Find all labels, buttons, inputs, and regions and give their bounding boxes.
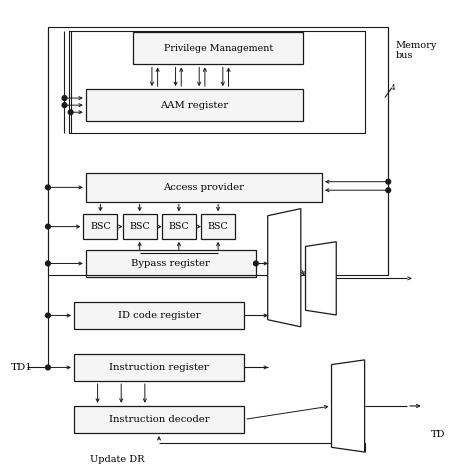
Circle shape	[62, 103, 67, 108]
Text: TD: TD	[431, 430, 445, 439]
Circle shape	[386, 188, 391, 192]
Text: Instruction decoder: Instruction decoder	[109, 415, 210, 424]
Text: ID code register: ID code register	[118, 311, 201, 320]
Circle shape	[46, 185, 50, 190]
Text: Privilege Management: Privilege Management	[164, 44, 273, 53]
Polygon shape	[268, 209, 301, 327]
Text: BSC: BSC	[129, 222, 150, 231]
Polygon shape	[306, 242, 336, 315]
Text: Instruction register: Instruction register	[109, 363, 209, 372]
Circle shape	[46, 313, 50, 318]
Circle shape	[46, 224, 50, 229]
Bar	[74, 302, 244, 329]
Text: Memory
bus: Memory bus	[395, 41, 437, 60]
Bar	[74, 354, 244, 381]
Bar	[83, 214, 118, 239]
Circle shape	[386, 179, 391, 184]
Bar	[123, 214, 156, 239]
Circle shape	[68, 110, 73, 115]
Circle shape	[62, 96, 67, 100]
Text: Update DR: Update DR	[91, 455, 145, 464]
Text: BSC: BSC	[208, 222, 228, 231]
Text: BSC: BSC	[90, 222, 111, 231]
Text: 4: 4	[391, 84, 395, 92]
Text: BSC: BSC	[168, 222, 189, 231]
Bar	[162, 214, 196, 239]
Circle shape	[46, 261, 50, 266]
Bar	[86, 89, 303, 121]
Bar	[201, 214, 235, 239]
Text: Access provider: Access provider	[164, 183, 245, 192]
Text: Bypass register: Bypass register	[131, 259, 210, 268]
Circle shape	[254, 261, 258, 266]
Polygon shape	[331, 360, 365, 452]
Text: TD1: TD1	[11, 363, 33, 372]
Circle shape	[46, 365, 50, 370]
Bar	[86, 173, 322, 201]
Bar	[74, 406, 244, 433]
Bar	[133, 32, 303, 64]
Text: AAM register: AAM register	[160, 100, 228, 109]
Bar	[86, 250, 256, 277]
